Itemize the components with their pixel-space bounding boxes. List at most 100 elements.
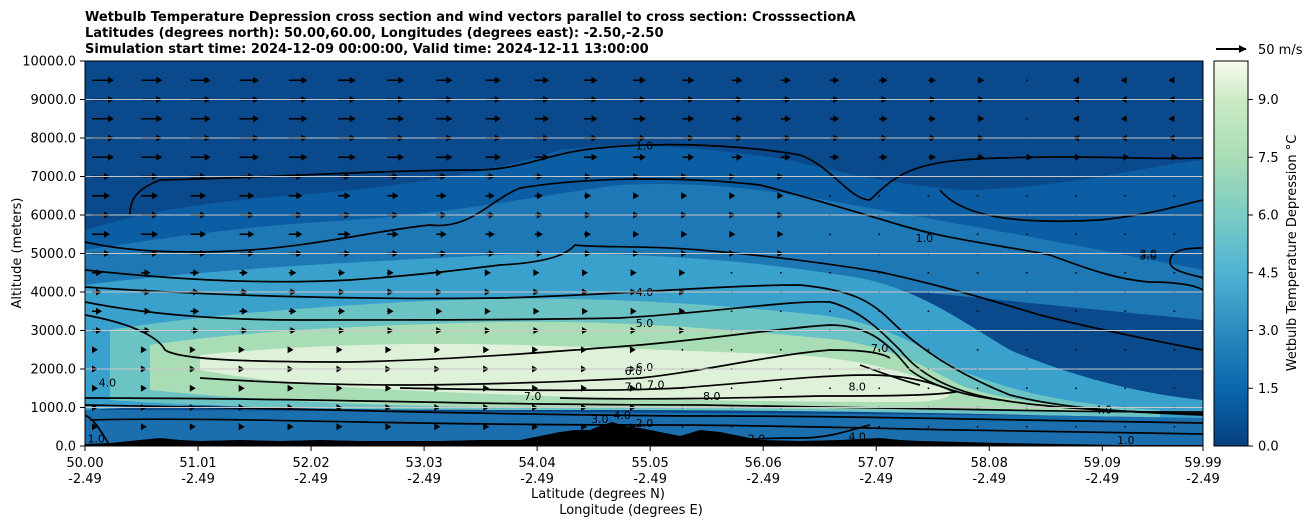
- wind-vector: [829, 348, 831, 351]
- x-tick-label-lon: -2.49: [972, 472, 1006, 487]
- wind-vector: [1173, 348, 1176, 351]
- wind-vector: [287, 384, 294, 392]
- x-tick-label-lat: 55.05: [632, 456, 669, 471]
- y-tick-label: 9000.0: [31, 93, 77, 108]
- wind-vector: [434, 346, 441, 354]
- wind-vector: [1171, 153, 1178, 161]
- chart-title-line-1: Wetbulb Temperature Depression cross sec…: [85, 10, 856, 25]
- wind-vector: [436, 230, 447, 238]
- wind-vector: [141, 269, 151, 277]
- wind-vector: [288, 192, 303, 200]
- wind-vector: [1075, 271, 1077, 274]
- wind-vector: [633, 115, 646, 123]
- colorbar-tick-label: 0.0: [1258, 440, 1279, 455]
- wind-vector: [878, 348, 881, 351]
- contour-line-surface-left: [85, 414, 111, 446]
- y-tick-label: 2000.0: [31, 363, 77, 378]
- wind-vector: [829, 194, 831, 197]
- wind-vector: [533, 307, 540, 315]
- wind-vector: [436, 76, 453, 84]
- wind-vector: [582, 307, 588, 315]
- wind-vector: [582, 269, 588, 277]
- x-tick-label-lon: -2.49: [633, 472, 667, 487]
- wind-vector: [976, 194, 979, 197]
- wind-vector: [927, 194, 930, 197]
- contour-label: 2.0: [748, 432, 766, 445]
- wind-vector: [630, 307, 637, 315]
- y-tick-label: 1000.0: [31, 401, 77, 416]
- x-tick-label-lat: 59.99: [1184, 456, 1221, 471]
- wind-vector: [584, 115, 598, 123]
- wind-vector: [532, 346, 539, 354]
- wind-vector: [779, 348, 782, 351]
- contour-line-8a: [399, 374, 958, 400]
- wind-vector: [780, 76, 791, 84]
- wind-vector: [682, 76, 695, 84]
- contour-line-near-surface-c: [89, 418, 1203, 435]
- wind-vector: [385, 384, 392, 392]
- wind-vector: [190, 269, 200, 277]
- wind-vector: [779, 271, 782, 274]
- contour-label: 6.0: [625, 365, 643, 378]
- wind-vector: [928, 76, 936, 84]
- colorbar-tick-label: 9.0: [1258, 93, 1279, 108]
- wind-vector: [927, 387, 930, 390]
- wind-vector: [629, 384, 636, 392]
- contour-label: 7.0: [871, 342, 889, 355]
- wind-vector: [829, 233, 831, 236]
- contour-label: 1.0: [87, 432, 105, 445]
- wind-vector: [189, 423, 196, 431]
- wind-vector: [1173, 233, 1176, 236]
- wind-vector: [239, 307, 248, 315]
- contour-line-1-right: [939, 189, 1203, 223]
- wind-vector: [1124, 194, 1127, 197]
- wind-vector: [976, 425, 979, 428]
- contour-line-1-lower: [85, 178, 1203, 291]
- wind-vector: [976, 233, 979, 236]
- wind-vector: [385, 346, 392, 354]
- wind-vector: [336, 423, 343, 431]
- wind-vector: [829, 425, 831, 428]
- wind-vector: [1075, 233, 1077, 236]
- contour-label: 2.0: [636, 417, 654, 430]
- wind-vector: [141, 230, 159, 238]
- wind-vector: [878, 194, 881, 197]
- x-tick-label-lon: -2.49: [746, 472, 780, 487]
- wind-vector: [532, 384, 539, 392]
- wind-vector: [288, 76, 308, 84]
- contour-label: 4.0: [1095, 403, 1113, 416]
- wind-vector: [92, 192, 110, 200]
- wind-vector: [780, 153, 791, 161]
- wind-vector: [338, 269, 345, 277]
- wind-vector: [484, 269, 491, 277]
- wind-vector: [581, 346, 587, 354]
- wind-vector: [976, 387, 979, 390]
- wind-vector: [387, 269, 394, 277]
- wind-vector: [829, 387, 831, 390]
- contour-label: 7.0: [647, 378, 665, 391]
- wind-vector: [1120, 115, 1127, 123]
- wind-vector: [239, 192, 255, 200]
- wind-vector: [1025, 348, 1028, 351]
- contour-label: 4.0: [613, 409, 631, 422]
- wind-vector: [1075, 425, 1077, 428]
- wind-vector: [729, 230, 736, 238]
- wind-vector: [1073, 76, 1079, 84]
- wind-vector: [288, 153, 308, 161]
- wind-vector: [140, 384, 147, 392]
- wind-vector: [387, 115, 405, 123]
- x-axis-label-longitude: Longitude (degrees E): [559, 503, 703, 518]
- colorbar-tick-label: 1.5: [1258, 382, 1279, 397]
- wind-vector: [484, 307, 491, 315]
- wind-vector: [1075, 348, 1077, 351]
- wind-vector: [533, 269, 540, 277]
- wind-vector: [830, 153, 840, 161]
- wind-vector: [731, 153, 743, 161]
- wind-vector: [1173, 271, 1176, 274]
- wind-vector: [679, 269, 686, 277]
- wind-vector: [1173, 425, 1176, 428]
- contour-line-4: [85, 284, 1203, 416]
- wind-vector: [581, 423, 587, 431]
- chart-title-line-3: Simulation start time: 2024-12-09 00:00:…: [85, 42, 649, 57]
- wind-vector: [141, 76, 163, 84]
